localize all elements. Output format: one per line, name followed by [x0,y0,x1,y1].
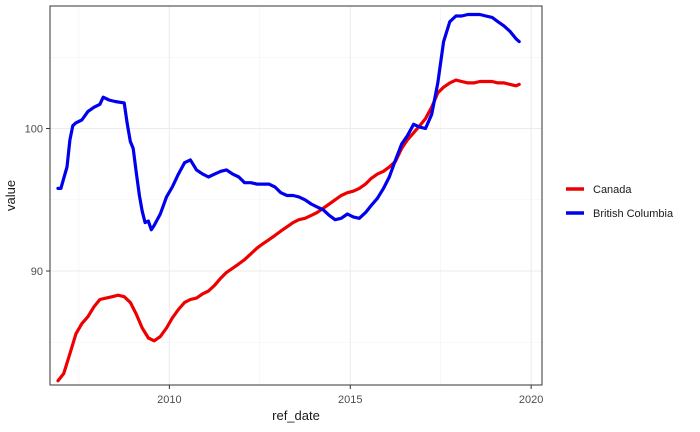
legend-label-british-columbia: British Columbia [593,208,674,220]
x-tick-label: 2015 [338,394,362,406]
x-tick-label: 2010 [157,394,181,406]
y-tick-label: 100 [25,124,43,136]
x-tick-label: 2020 [519,394,543,406]
axis-ticks: 2010 2015 2020 90 100 [25,124,544,406]
legend: Canada British Columbia [566,184,674,220]
series-lines [56,12,521,383]
y-axis-title: value [3,180,18,211]
series-line-british-columbia [56,12,521,232]
panel-border [49,5,543,386]
x-axis-title: ref_date [272,408,320,423]
series-line-canada [56,78,521,383]
y-tick-label: 90 [31,266,43,278]
legend-label-canada: Canada [593,184,632,196]
